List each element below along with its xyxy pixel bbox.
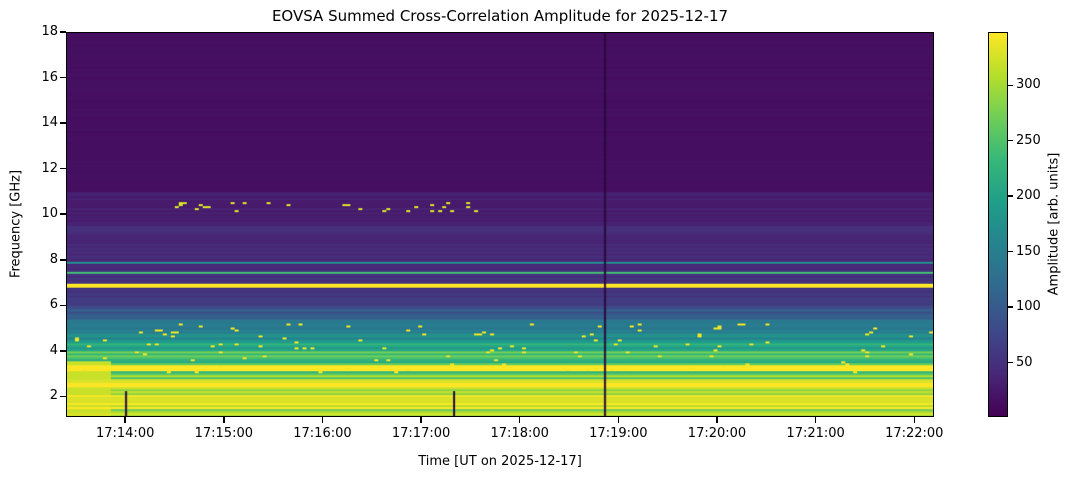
x-tick bbox=[617, 417, 620, 423]
y-tick-label: 18 bbox=[41, 24, 58, 39]
y-tick bbox=[60, 76, 66, 79]
x-tick-label: 17:17:00 bbox=[391, 426, 451, 441]
y-tick bbox=[60, 122, 66, 124]
y-tick bbox=[60, 304, 66, 307]
x-tick bbox=[420, 417, 422, 423]
colorbar-tick bbox=[1008, 195, 1013, 197]
x-tick-label: 17:16:00 bbox=[293, 426, 352, 441]
x-axis-label: Time [UT on 2025-12-17] bbox=[418, 454, 582, 469]
x-tick bbox=[716, 417, 718, 423]
x-tick bbox=[321, 417, 324, 423]
y-tick-label: 2 bbox=[49, 388, 58, 404]
colorbar-tick-label: 250 bbox=[1016, 132, 1041, 148]
y-tick-label: 12 bbox=[41, 160, 58, 176]
x-tick bbox=[124, 417, 126, 423]
y-tick-label: 16 bbox=[41, 69, 58, 85]
colorbar-tick-label: 200 bbox=[1016, 188, 1041, 204]
x-tick-label: 17:19:00 bbox=[589, 426, 648, 441]
y-tick bbox=[60, 213, 66, 215]
colorbar-tick bbox=[1008, 250, 1013, 253]
y-tick-label: 14 bbox=[41, 115, 58, 131]
colorbar-tick-label: 300 bbox=[1016, 77, 1041, 93]
y-tick bbox=[60, 395, 66, 398]
colorbar-tick bbox=[1008, 84, 1013, 86]
x-tick-label: 17:18:00 bbox=[490, 426, 549, 441]
colorbar-label: Amplitude [arb. units] bbox=[1046, 152, 1062, 296]
colorbar-tick bbox=[1008, 139, 1013, 142]
x-tick-label: 17:20:00 bbox=[687, 426, 747, 441]
colorbar bbox=[988, 32, 1008, 417]
colorbar-tick-label: 150 bbox=[1016, 243, 1041, 259]
colorbar-tick bbox=[1008, 361, 1013, 364]
x-tick-label: 17:21:00 bbox=[786, 426, 845, 441]
spectrogram-plot-area bbox=[66, 32, 934, 417]
y-tick-label: 4 bbox=[49, 342, 58, 358]
chart-title: EOVSA Summed Cross-Correlation Amplitude… bbox=[271, 7, 729, 25]
colorbar-tick-label: 50 bbox=[1016, 354, 1033, 370]
y-axis-label: Frequency [GHz] bbox=[8, 169, 24, 279]
y-tick bbox=[60, 350, 66, 352]
x-tick-label: 17:14:00 bbox=[95, 426, 155, 441]
x-tick bbox=[814, 417, 817, 423]
colorbar-tick bbox=[1008, 306, 1013, 308]
x-tick bbox=[913, 417, 916, 423]
y-tick bbox=[60, 259, 66, 261]
y-tick-label: 6 bbox=[49, 297, 58, 313]
x-tick bbox=[518, 417, 521, 423]
spectrogram-heatmap bbox=[67, 33, 933, 416]
colorbar-tick-label: 100 bbox=[1016, 299, 1041, 315]
y-tick-label: 10 bbox=[41, 206, 58, 222]
y-tick-label: 8 bbox=[49, 251, 58, 267]
y-tick bbox=[60, 31, 66, 33]
y-tick bbox=[60, 167, 66, 170]
x-tick bbox=[223, 417, 225, 423]
x-tick-label: 17:22:00 bbox=[885, 426, 944, 441]
x-tick-label: 17:15:00 bbox=[194, 426, 253, 441]
